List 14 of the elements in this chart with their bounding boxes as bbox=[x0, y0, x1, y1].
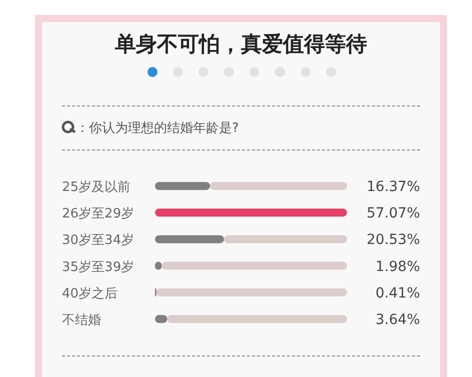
y-tick-label: 不结婚 bbox=[62, 313, 101, 328]
data-label: 3.64% bbox=[376, 312, 420, 328]
data-label: 1.98% bbox=[376, 258, 420, 275]
chart-subtitle: ：你认为理想的结婚年龄是? bbox=[76, 121, 239, 136]
data-label: 16.37% bbox=[366, 179, 420, 195]
chart-title: 单身不可怕，真爱值得等待 bbox=[114, 32, 367, 56]
y-tick-label: 40岁之后 bbox=[62, 286, 118, 302]
data-label: 57.07% bbox=[366, 206, 420, 222]
y-tick-label: 35岁至39岁 bbox=[62, 260, 134, 275]
y-tick-label: 25岁及以前 bbox=[62, 180, 131, 195]
data-label: 0.41% bbox=[376, 285, 420, 302]
y-tick-label: 26岁至29岁 bbox=[62, 206, 134, 222]
data-label: 20.53% bbox=[366, 232, 420, 248]
y-tick-label: 30岁至34岁 bbox=[62, 233, 134, 248]
